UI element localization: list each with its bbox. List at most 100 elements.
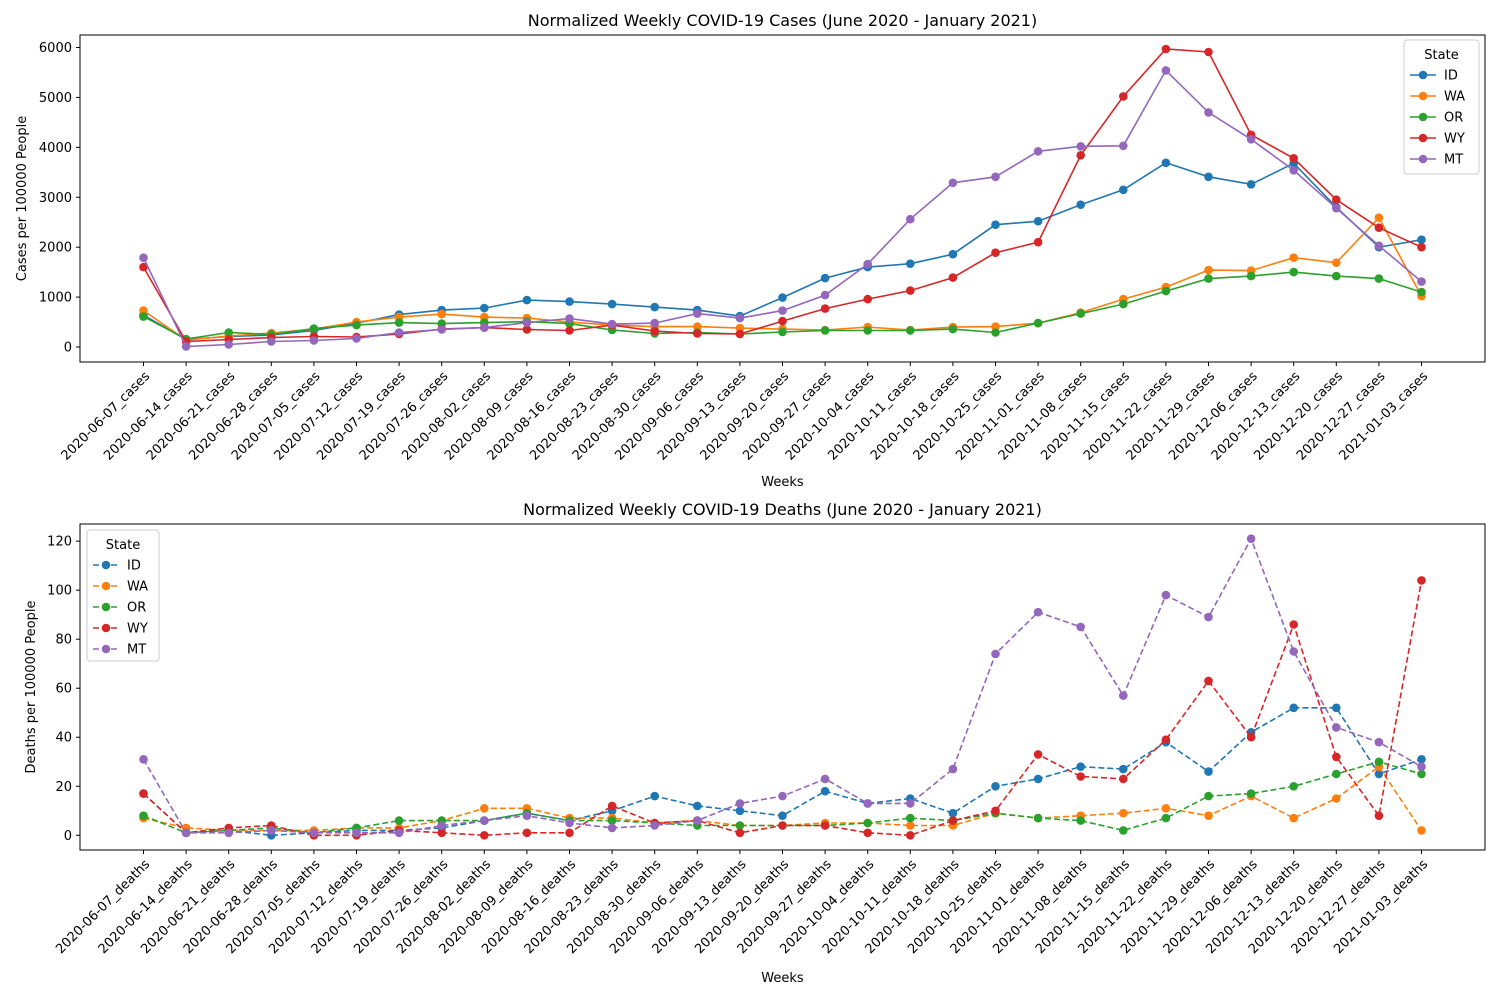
cases-point-id: [565, 297, 574, 306]
deaths-point-wy: [820, 821, 830, 830]
cases-legend-label-mt: MT: [1444, 153, 1463, 168]
cases-point-or: [224, 328, 233, 337]
cases-point-wy: [1033, 237, 1043, 247]
deaths-point-mt: [991, 649, 1000, 659]
cases-point-wa: [437, 309, 447, 319]
cases-point-wy: [1204, 47, 1213, 57]
cases-point-or: [1374, 274, 1384, 283]
cases-point-wa: [735, 323, 745, 333]
deaths-series-line-mt: [142, 536, 1422, 834]
deaths-point-mt: [1332, 723, 1341, 732]
deaths-y-tick-label: 20: [55, 780, 72, 795]
deaths-point-id: [1033, 774, 1043, 784]
deaths-legend-marker-mt: [101, 644, 111, 654]
deaths-point-wa: [1119, 808, 1128, 818]
cases-point-or: [1161, 286, 1171, 296]
deaths-point-wa: [1332, 794, 1341, 803]
cases-point-mt: [1161, 66, 1171, 75]
deaths-point-mt: [1246, 534, 1256, 543]
deaths-point-wy: [522, 828, 532, 838]
deaths-point-mt: [1076, 622, 1085, 632]
deaths-point-mt: [565, 818, 574, 828]
deaths-legend-marker-wy: [101, 623, 111, 633]
cases-point-mt: [607, 319, 617, 329]
deaths-point-mt: [522, 811, 532, 820]
deaths-point-wy: [1161, 735, 1171, 744]
deaths-point-mt: [948, 764, 958, 774]
cases-point-wy: [991, 248, 1000, 257]
deaths-point-wa: [906, 821, 915, 830]
deaths-point-mt: [1161, 590, 1171, 600]
cases-point-wy: [735, 329, 745, 339]
deaths-point-wy: [1076, 772, 1085, 781]
cases-point-mt: [267, 337, 276, 346]
cases-point-or: [991, 328, 1000, 337]
cases-point-or: [1204, 274, 1213, 283]
deaths-point-or: [863, 818, 872, 828]
cases-point-wy: [906, 286, 915, 295]
deaths-point-id: [991, 782, 1000, 791]
cases-point-or: [820, 326, 830, 335]
deaths-point-mt: [693, 816, 702, 825]
cases-point-mt: [906, 214, 915, 224]
cases-y-tick-label: 5000: [39, 91, 72, 106]
cases-point-id: [948, 249, 958, 259]
deaths-point-id: [693, 801, 702, 811]
cases-point-id: [522, 295, 532, 305]
deaths-point-or: [1204, 791, 1213, 801]
cases-point-wy: [565, 326, 574, 335]
cases-legend-marker-wy: [1418, 133, 1428, 143]
cases-point-mt: [181, 342, 191, 351]
cases-point-mt: [693, 309, 702, 318]
deaths-point-wy: [991, 806, 1000, 816]
cases-point-id: [820, 273, 830, 283]
deaths-legend-label-wy: WY: [127, 622, 148, 637]
cases-point-or: [863, 326, 872, 335]
deaths-point-mt: [863, 799, 872, 808]
deaths-point-mt: [139, 755, 148, 764]
cases-point-mt: [1374, 241, 1384, 250]
cases-y-tick-label: 2000: [39, 241, 72, 256]
deaths-point-mt: [309, 828, 319, 838]
cases-point-id: [906, 259, 915, 269]
cases-point-id: [778, 293, 787, 302]
deaths-legend-label-id: ID: [127, 559, 141, 574]
cases-point-id: [480, 303, 489, 313]
deaths-plot-frame: [79, 523, 1486, 851]
deaths-point-or: [1246, 789, 1256, 798]
cases-point-wy: [948, 273, 958, 282]
cases-point-mt: [991, 172, 1000, 182]
deaths-point-or: [1119, 826, 1128, 835]
deaths-legend-marker-id: [101, 560, 111, 570]
cases-legend-marker-or: [1418, 112, 1428, 122]
deaths-point-wy: [1417, 576, 1426, 585]
cases-point-mt: [1417, 277, 1426, 286]
deaths-legend-label-or: OR: [127, 601, 146, 616]
cases-legend-marker-mt: [1418, 154, 1428, 164]
deaths-legend-label-wa: WA: [127, 580, 148, 595]
cases-point-mt: [1204, 108, 1213, 117]
cases-point-or: [1033, 318, 1043, 328]
deaths-point-mt: [437, 821, 447, 830]
cases-point-wy: [1289, 154, 1298, 163]
cases-point-wa: [1374, 213, 1384, 222]
deaths-y-axis-label: Deaths per 100000 People: [24, 601, 39, 774]
cases-point-or: [309, 324, 319, 333]
deaths-point-wy: [139, 789, 148, 798]
deaths-point-mt: [607, 823, 617, 833]
cases-point-wy: [820, 304, 830, 313]
cases-point-wa: [1289, 253, 1298, 262]
deaths-y-tick-label: 60: [55, 682, 72, 697]
cases-point-wa: [693, 322, 702, 331]
cases-point-or: [948, 324, 958, 334]
cases-point-or: [778, 327, 787, 337]
cases-point-mt: [394, 328, 404, 337]
cases-point-wa: [1332, 258, 1341, 268]
deaths-point-wy: [1119, 774, 1128, 784]
cases-point-wy: [1076, 151, 1085, 160]
cases-legend-label-wy: WY: [1444, 132, 1465, 147]
deaths-point-wy: [480, 831, 489, 840]
deaths-point-mt: [1374, 737, 1384, 747]
cases-point-id: [1204, 172, 1213, 182]
